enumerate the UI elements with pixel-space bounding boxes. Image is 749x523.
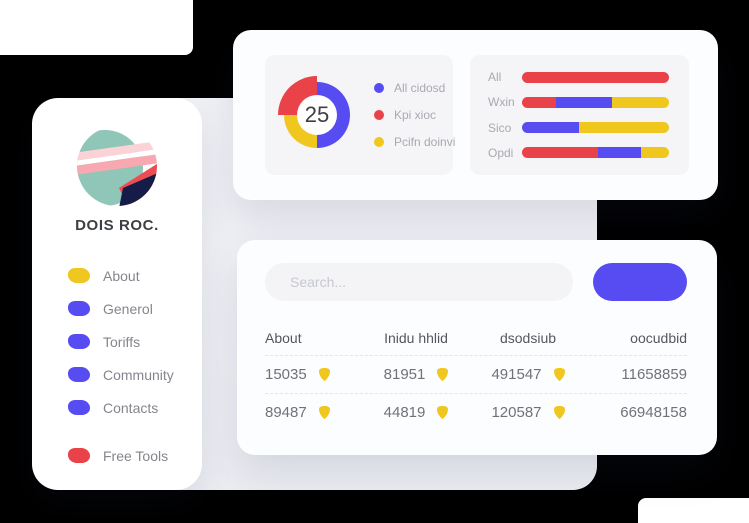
blob-icon [68,268,90,283]
divider [265,355,687,356]
cell-value: 81951 [383,366,426,383]
legend-dot-icon [374,83,384,93]
table-cell: 491547 [472,366,584,383]
sidebar-item-label: Free Tools [103,447,169,464]
search-input[interactable] [265,263,573,301]
bar-segment-purple [522,122,580,134]
divider [265,393,687,394]
bar-chart-panel: All Wxin Sico Opdi [470,55,689,175]
blob-icon [68,367,90,382]
bar-segment-yellow [611,96,669,108]
donut-chart-panel: 25 All cidosd Kpi xioc Pcifn doinvi [265,55,455,175]
bar-row-sico: Sico [488,121,669,135]
bar-segment-yellow [579,122,669,134]
shield-icon [437,368,449,381]
column-header-inidu-hhlid: Inidu hhlid [384,330,448,346]
background-rect-bottom-right [638,498,749,523]
sidebar: DOIS ROC. About Generol Toriffs Community Co… [32,98,202,490]
column-header-oocudbid: oocudbid [630,330,687,346]
stats-card: 25 All cidosd Kpi xioc Pcifn doinvi All Wxi… [233,30,718,200]
legend-item: All cidosd [374,81,455,95]
cell-value: 11658859 [621,366,687,383]
table-cell: 11658859 [584,366,687,383]
background-rect-top-left [0,0,193,55]
cell-value: 89487 [265,404,307,421]
table-cell: 120587 [472,404,584,421]
bar-track [522,147,669,159]
bar-row-label: Opdi [488,145,514,160]
legend-dot-icon [374,137,384,147]
cell-value: 491547 [491,366,542,383]
donut-center-value: 25 [297,95,337,135]
legend-label: All cidosd [394,81,446,95]
table-body: 15035 81951 491547 11658859 89487 44819 120587… [265,356,687,431]
bar-row-opdi: Opdi [488,146,669,160]
blob-icon [68,448,90,463]
blob-icon [68,301,90,316]
sidebar-item-about[interactable]: About [68,259,202,292]
sidebar-item-label: Contacts [103,399,159,416]
donut-legend: All cidosd Kpi xioc Pcifn doinvi [374,81,455,149]
table-row: 15035 81951 491547 11658859 [265,356,687,393]
table-cell: 81951 [360,366,472,383]
bar-track [522,122,669,134]
bar-track [522,71,669,83]
bar-row-wxin: Wxin [488,95,669,109]
legend-label: Kpi xioc [394,108,437,122]
donut-chart: 25 [278,76,356,154]
sidebar-item-label: Generol [103,300,153,317]
brand-name: DOIS ROC. [75,217,159,234]
legend-item: Kpi xioc [374,108,455,122]
cell-value: 66948158 [620,404,687,421]
sidebar-item-free-tools[interactable]: Free Tools [68,439,202,472]
sidebar-item-toriffs[interactable]: Toriffs [68,325,202,358]
column-header-dsodsiub: dsodsiub [499,330,557,346]
bar-track [522,96,669,108]
legend-label: Pcifn doinvi [394,135,456,149]
shield-icon [553,406,565,419]
brand-logo-icon [77,126,157,206]
sidebar-item-label: Community [103,366,174,383]
sidebar-item-label: About [103,267,140,284]
bar-segment-red [522,147,599,159]
cell-value: 120587 [491,404,542,421]
bar-segment-purple [555,96,612,108]
table-cell: 66948158 [584,404,687,421]
cell-value: 44819 [383,404,426,421]
blob-icon [68,334,90,349]
table-cell: 89487 [265,404,360,421]
shield-icon [318,406,330,419]
table-row: 89487 44819 120587 66948158 [265,394,687,431]
table-header-row: About Inidu hhlid dsodsiub oocudbid [265,330,687,346]
sidebar-menu: About Generol Toriffs Community Contacts Free… [32,259,202,472]
table-cell: 15035 [265,366,360,383]
sidebar-item-community[interactable]: Community [68,358,202,391]
bar-row-label: All [488,70,502,84]
table-card: About Inidu hhlid dsodsiub oocudbid 15035 81… [237,240,717,455]
sidebar-item-generol[interactable]: Generol [68,292,202,325]
shield-icon [437,406,449,419]
legend-dot-icon [374,110,384,120]
bar-segment-red [522,96,556,108]
cell-value: 15035 [265,366,307,383]
search-row [265,263,687,301]
bar-segment-red [522,71,669,83]
bar-row-label: Wxin [488,95,515,110]
sidebar-item-label: Toriffs [103,333,141,350]
blob-icon [68,400,90,415]
sidebar-item-contacts[interactable]: Contacts [68,391,202,424]
bar-row-label: Sico [488,120,512,135]
table-cell: 44819 [360,404,472,421]
bar-row-all: All [488,70,669,84]
column-header-about: About [265,330,302,346]
legend-item: Pcifn doinvi [374,135,455,149]
primary-button[interactable] [593,263,687,301]
shield-icon [553,368,565,381]
bar-segment-purple [598,147,642,159]
bar-segment-yellow [641,147,669,159]
shield-icon [318,368,330,381]
